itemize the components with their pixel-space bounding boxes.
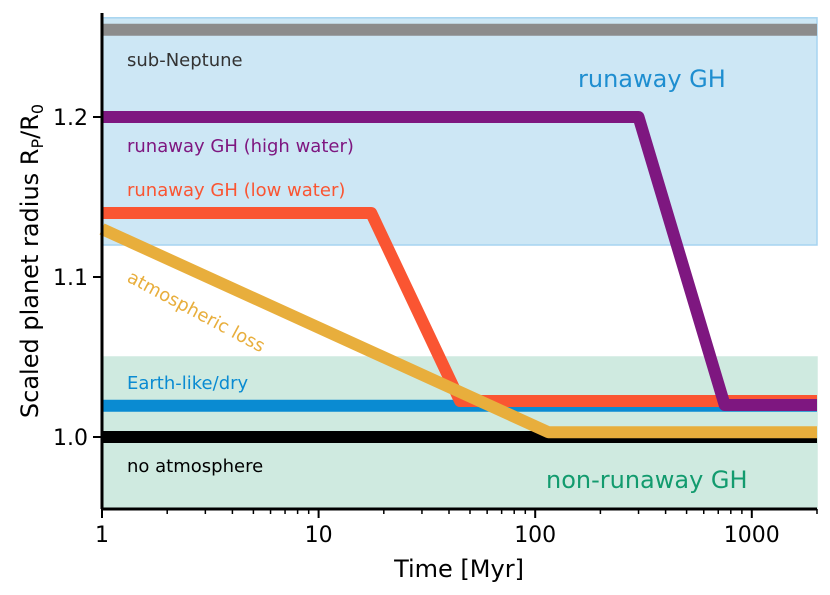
x-tick-label: 1 [95, 523, 109, 548]
data-series [99, 23, 817, 443]
series-label-low-water: runaway GH (low water) [127, 180, 345, 201]
x-tick-label: 1000 [724, 523, 780, 548]
series-label-no-atmosphere: no atmosphere [127, 456, 263, 477]
axes [100, 13, 817, 511]
y-axis-title-mid: /R [16, 114, 44, 139]
y-axis-title-main: Scaled planet radius R [16, 149, 44, 419]
x-axis-title: Time [Myr] [393, 555, 524, 583]
series-line-1 [102, 111, 817, 411]
ticks: 1 10 100 1000 1.0 1.1 1.2 [53, 106, 818, 548]
region-label-runaway: runaway GH [578, 65, 726, 93]
y-tick-label: 1.2 [53, 106, 88, 131]
series-line-2 [102, 207, 817, 407]
y-axis-title-sub1: P [28, 139, 47, 149]
x-tick-label: 10 [305, 523, 333, 548]
series-label-earth-like: Earth-like/dry [127, 373, 249, 394]
series-label-high-water: runaway GH (high water) [127, 136, 354, 157]
series-label-sub-neptune: sub-Neptune [127, 50, 243, 71]
x-tick-label: 100 [514, 523, 556, 548]
y-tick-label: 1.1 [53, 266, 88, 291]
series-label-atmospheric-loss: atmospheric loss [124, 267, 269, 357]
region-label-non-runaway: non-runaway GH [546, 466, 748, 494]
y-axis-title: Scaled planet radius RP/R0 [16, 104, 47, 418]
series-line-5 [99, 223, 817, 439]
y-axis-title-sub2: 0 [28, 104, 47, 114]
y-tick-label: 1.0 [53, 426, 88, 451]
